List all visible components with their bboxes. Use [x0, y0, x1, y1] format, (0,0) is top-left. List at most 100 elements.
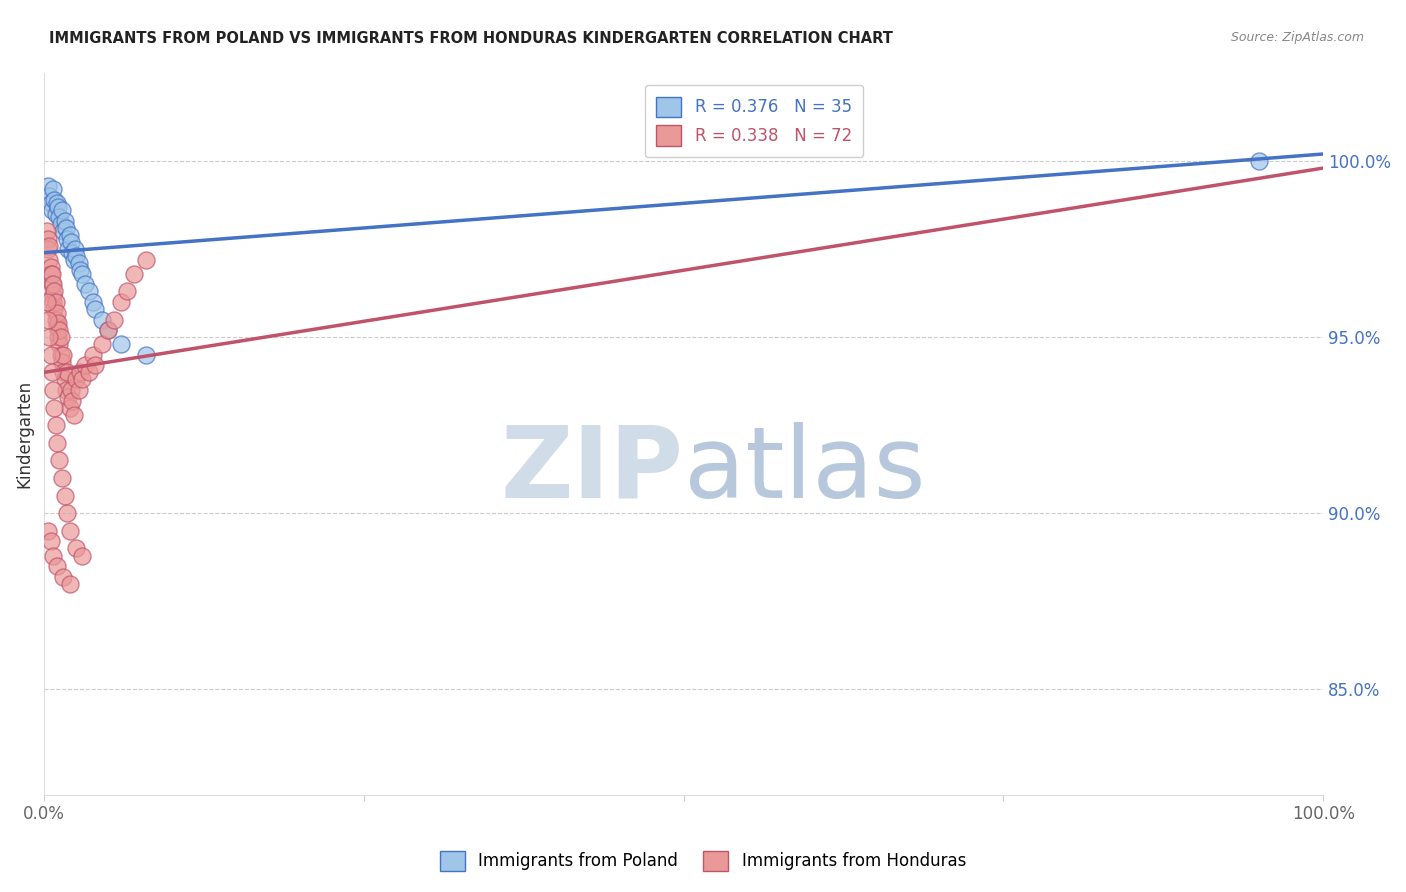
- Point: [39, 267, 62, 281]
- Point: [72, 372, 94, 386]
- Point: [69, 263, 91, 277]
- Point: [48, 323, 70, 337]
- Point: [46, 330, 69, 344]
- Point: [45, 312, 67, 326]
- Point: [58, 390, 80, 404]
- Point: [45, 418, 67, 433]
- Point: [52, 348, 75, 362]
- Point: [35, 294, 58, 309]
- Point: [62, 408, 84, 422]
- Point: [45, 196, 67, 211]
- Point: [39, 348, 62, 362]
- Text: IMMIGRANTS FROM POLAND VS IMMIGRANTS FROM HONDURAS KINDERGARTEN CORRELATION CHAR: IMMIGRANTS FROM POLAND VS IMMIGRANTS FRO…: [49, 31, 893, 46]
- Point: [77, 365, 100, 379]
- Point: [42, 288, 65, 302]
- Point: [45, 294, 67, 309]
- Point: [37, 231, 59, 245]
- Point: [37, 242, 59, 256]
- Point: [59, 576, 82, 591]
- Point: [84, 359, 107, 373]
- Point: [37, 524, 59, 538]
- Point: [42, 383, 65, 397]
- Point: [56, 506, 79, 520]
- Point: [55, 383, 77, 397]
- Point: [52, 569, 75, 583]
- Point: [51, 203, 73, 218]
- Point: [39, 196, 62, 211]
- Point: [73, 277, 96, 292]
- Point: [56, 231, 79, 245]
- Point: [41, 267, 63, 281]
- Point: [39, 534, 62, 549]
- Point: [97, 323, 120, 337]
- Point: [38, 238, 60, 252]
- Point: [44, 401, 66, 415]
- Point: [90, 312, 112, 326]
- Text: atlas: atlas: [683, 422, 925, 518]
- Point: [42, 549, 65, 563]
- Point: [63, 242, 86, 256]
- Point: [72, 267, 94, 281]
- Point: [48, 453, 70, 467]
- Point: [35, 225, 58, 239]
- Point: [42, 294, 65, 309]
- Point: [73, 359, 96, 373]
- Point: [69, 365, 91, 379]
- Point: [56, 365, 79, 379]
- Point: [45, 435, 67, 450]
- Point: [38, 330, 60, 344]
- Point: [67, 256, 90, 270]
- Point: [59, 524, 82, 538]
- Point: [110, 294, 132, 309]
- Point: [41, 203, 63, 218]
- Point: [122, 267, 145, 281]
- Point: [103, 312, 125, 326]
- Point: [49, 348, 72, 362]
- Point: [67, 383, 90, 397]
- Point: [65, 249, 87, 263]
- Point: [82, 294, 104, 309]
- Point: [72, 549, 94, 563]
- Point: [49, 330, 72, 344]
- Point: [37, 178, 59, 193]
- Point: [1249, 154, 1271, 169]
- Point: [45, 305, 67, 319]
- Point: [48, 337, 70, 351]
- Point: [45, 319, 67, 334]
- Point: [45, 559, 67, 574]
- Point: [60, 245, 83, 260]
- Point: [135, 252, 157, 267]
- Point: [59, 235, 82, 249]
- Point: [41, 277, 63, 292]
- Point: [42, 182, 65, 196]
- Point: [39, 260, 62, 274]
- Point: [59, 227, 82, 242]
- Point: [84, 301, 107, 316]
- Point: [48, 211, 70, 225]
- Point: [53, 214, 76, 228]
- Point: [58, 242, 80, 256]
- Point: [38, 252, 60, 267]
- Point: [44, 301, 66, 316]
- Point: [42, 277, 65, 292]
- Point: [49, 218, 72, 232]
- Point: [77, 285, 100, 299]
- Point: [62, 252, 84, 267]
- Point: [52, 365, 75, 379]
- Point: [55, 221, 77, 235]
- Point: [38, 189, 60, 203]
- Point: [135, 348, 157, 362]
- Point: [44, 193, 66, 207]
- Point: [46, 316, 69, 330]
- Point: [53, 489, 76, 503]
- Point: [59, 383, 82, 397]
- Point: [44, 285, 66, 299]
- Legend: Immigrants from Poland, Immigrants from Honduras: Immigrants from Poland, Immigrants from …: [432, 842, 974, 880]
- Text: ZIP: ZIP: [501, 422, 683, 518]
- Point: [46, 200, 69, 214]
- Point: [90, 337, 112, 351]
- Text: Source: ZipAtlas.com: Source: ZipAtlas.com: [1230, 31, 1364, 45]
- Point: [45, 207, 67, 221]
- Point: [82, 348, 104, 362]
- Point: [110, 337, 132, 351]
